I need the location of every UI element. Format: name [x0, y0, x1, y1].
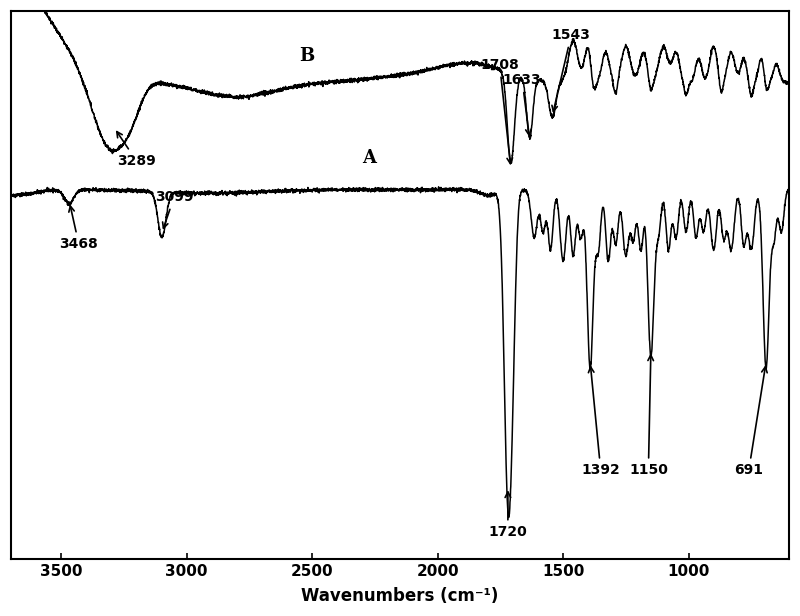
Text: A: A — [362, 150, 376, 168]
Text: 3468: 3468 — [59, 206, 98, 251]
Text: 1543: 1543 — [552, 28, 590, 111]
X-axis label: Wavenumbers (cm⁻¹): Wavenumbers (cm⁻¹) — [302, 587, 498, 605]
Text: 1150: 1150 — [629, 355, 668, 477]
Text: 3289: 3289 — [117, 132, 156, 168]
Text: B: B — [300, 47, 315, 65]
Text: 1720: 1720 — [489, 492, 527, 540]
Text: 1392: 1392 — [582, 367, 620, 477]
Text: 1708: 1708 — [480, 58, 519, 164]
Text: 3099: 3099 — [155, 190, 194, 228]
Text: 691: 691 — [734, 367, 767, 477]
Text: 1633: 1633 — [503, 73, 542, 135]
